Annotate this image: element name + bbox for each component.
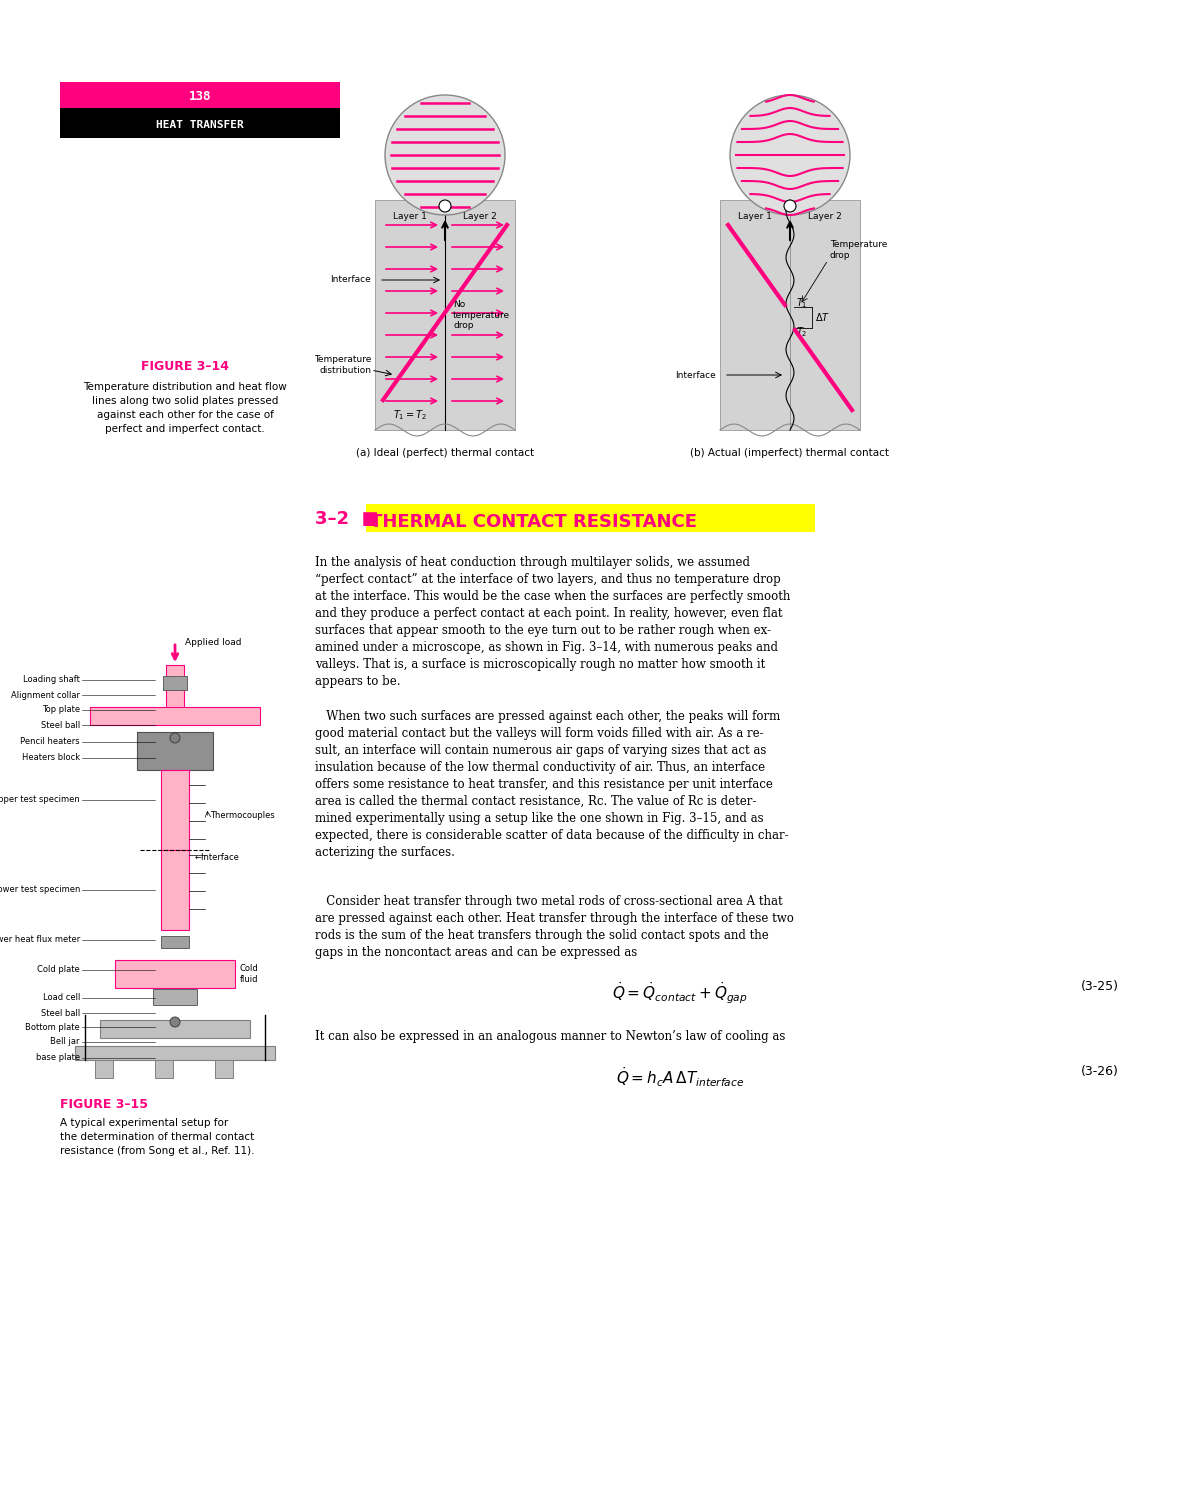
Text: Bell jar: Bell jar bbox=[50, 1038, 80, 1047]
Text: Load cell: Load cell bbox=[43, 993, 80, 1002]
FancyBboxPatch shape bbox=[100, 1020, 250, 1038]
Text: Steel ball: Steel ball bbox=[41, 721, 80, 730]
Text: $T_1 = T_2$: $T_1 = T_2$ bbox=[392, 408, 427, 421]
FancyBboxPatch shape bbox=[137, 733, 214, 770]
Text: Heaters block: Heaters block bbox=[22, 753, 80, 762]
FancyBboxPatch shape bbox=[155, 1060, 173, 1078]
Text: ←Interface: ←Interface bbox=[194, 853, 240, 862]
FancyBboxPatch shape bbox=[60, 109, 340, 138]
Text: Applied load: Applied load bbox=[185, 637, 241, 648]
FancyBboxPatch shape bbox=[161, 937, 190, 948]
Text: 3–2  ■: 3–2 ■ bbox=[314, 511, 391, 529]
Text: $T_2$: $T_2$ bbox=[796, 325, 808, 339]
Text: No
temperature
drop: No temperature drop bbox=[454, 301, 510, 331]
Text: Top plate: Top plate bbox=[42, 706, 80, 715]
FancyBboxPatch shape bbox=[95, 1060, 113, 1078]
Text: When two such surfaces are pressed against each other, the peaks will form
good : When two such surfaces are pressed again… bbox=[314, 710, 788, 859]
Text: Bottom plate: Bottom plate bbox=[25, 1023, 80, 1032]
Text: (b) Actual (imperfect) thermal contact: (b) Actual (imperfect) thermal contact bbox=[690, 448, 889, 459]
FancyBboxPatch shape bbox=[720, 200, 790, 430]
FancyBboxPatch shape bbox=[366, 503, 815, 532]
Text: Consider heat transfer through two metal rods of cross-sectional area A that
are: Consider heat transfer through two metal… bbox=[314, 895, 794, 959]
Text: Upper test specimen: Upper test specimen bbox=[0, 795, 80, 804]
Text: Thermocouples: Thermocouples bbox=[210, 810, 275, 819]
Text: $T_1$: $T_1$ bbox=[796, 296, 808, 310]
Circle shape bbox=[170, 733, 180, 743]
Text: Interface: Interface bbox=[330, 275, 371, 284]
FancyBboxPatch shape bbox=[163, 676, 187, 689]
Circle shape bbox=[170, 1017, 180, 1027]
Text: HEAT TRANSFER: HEAT TRANSFER bbox=[156, 121, 244, 130]
Circle shape bbox=[784, 200, 796, 211]
Text: (3-25): (3-25) bbox=[1081, 980, 1120, 993]
Text: A typical experimental setup for
the determination of thermal contact
resistance: A typical experimental setup for the det… bbox=[60, 1118, 254, 1155]
FancyBboxPatch shape bbox=[60, 82, 340, 109]
Text: Temperature
distribution: Temperature distribution bbox=[313, 356, 371, 375]
Text: base plate: base plate bbox=[36, 1054, 80, 1063]
Text: $\Delta T$: $\Delta T$ bbox=[815, 311, 830, 323]
Text: Lower heat flux meter: Lower heat flux meter bbox=[0, 935, 80, 944]
FancyBboxPatch shape bbox=[74, 1045, 275, 1060]
Text: $\dot{Q} = h_c A \,\Delta T_{interface}$: $\dot{Q} = h_c A \,\Delta T_{interface}$ bbox=[616, 1065, 744, 1088]
Text: In the analysis of heat conduction through multilayer solids, we assumed
“perfec: In the analysis of heat conduction throu… bbox=[314, 555, 791, 688]
FancyBboxPatch shape bbox=[445, 200, 515, 430]
FancyBboxPatch shape bbox=[154, 989, 197, 1005]
Text: $\dot{Q} = \dot{Q}_{contact} + \dot{Q}_{gap}$: $\dot{Q} = \dot{Q}_{contact} + \dot{Q}_{… bbox=[612, 980, 748, 1005]
Text: Temperature distribution and heat flow
lines along two solid plates pressed
agai: Temperature distribution and heat flow l… bbox=[83, 383, 287, 433]
Text: (a) Ideal (perfect) thermal contact: (a) Ideal (perfect) thermal contact bbox=[356, 448, 534, 459]
Circle shape bbox=[385, 95, 505, 214]
Circle shape bbox=[439, 200, 451, 211]
Text: Cold plate: Cold plate bbox=[37, 965, 80, 974]
Text: Layer 2: Layer 2 bbox=[463, 211, 497, 220]
Text: Alignment collar: Alignment collar bbox=[11, 691, 80, 700]
FancyBboxPatch shape bbox=[161, 770, 190, 850]
Text: FIGURE 3–14: FIGURE 3–14 bbox=[142, 360, 229, 374]
FancyBboxPatch shape bbox=[374, 200, 445, 430]
Text: Steel ball: Steel ball bbox=[41, 1008, 80, 1017]
Text: Layer 1: Layer 1 bbox=[738, 211, 772, 220]
Text: FIGURE 3–15: FIGURE 3–15 bbox=[60, 1097, 148, 1111]
Circle shape bbox=[730, 95, 850, 214]
Text: Interface: Interface bbox=[676, 371, 716, 380]
Text: Pencil heaters: Pencil heaters bbox=[20, 737, 80, 746]
Text: It can also be expressed in an analogous manner to Newton’s law of cooling as: It can also be expressed in an analogous… bbox=[314, 1030, 785, 1042]
Text: THERMAL CONTACT RESISTANCE: THERMAL CONTACT RESISTANCE bbox=[370, 514, 697, 532]
FancyBboxPatch shape bbox=[161, 850, 190, 931]
FancyBboxPatch shape bbox=[90, 707, 260, 725]
Text: Layer 1: Layer 1 bbox=[394, 211, 427, 220]
FancyBboxPatch shape bbox=[790, 200, 860, 430]
Text: Loading shaft: Loading shaft bbox=[23, 676, 80, 685]
Text: (3-26): (3-26) bbox=[1081, 1065, 1118, 1078]
Text: Layer 2: Layer 2 bbox=[808, 211, 842, 220]
FancyBboxPatch shape bbox=[215, 1060, 233, 1078]
Text: 138: 138 bbox=[188, 89, 211, 103]
FancyBboxPatch shape bbox=[166, 666, 184, 721]
Text: Temperature
drop: Temperature drop bbox=[830, 240, 887, 259]
Text: Cold
fluid: Cold fluid bbox=[240, 965, 259, 984]
FancyBboxPatch shape bbox=[115, 960, 235, 989]
Text: Lower test specimen: Lower test specimen bbox=[0, 886, 80, 895]
